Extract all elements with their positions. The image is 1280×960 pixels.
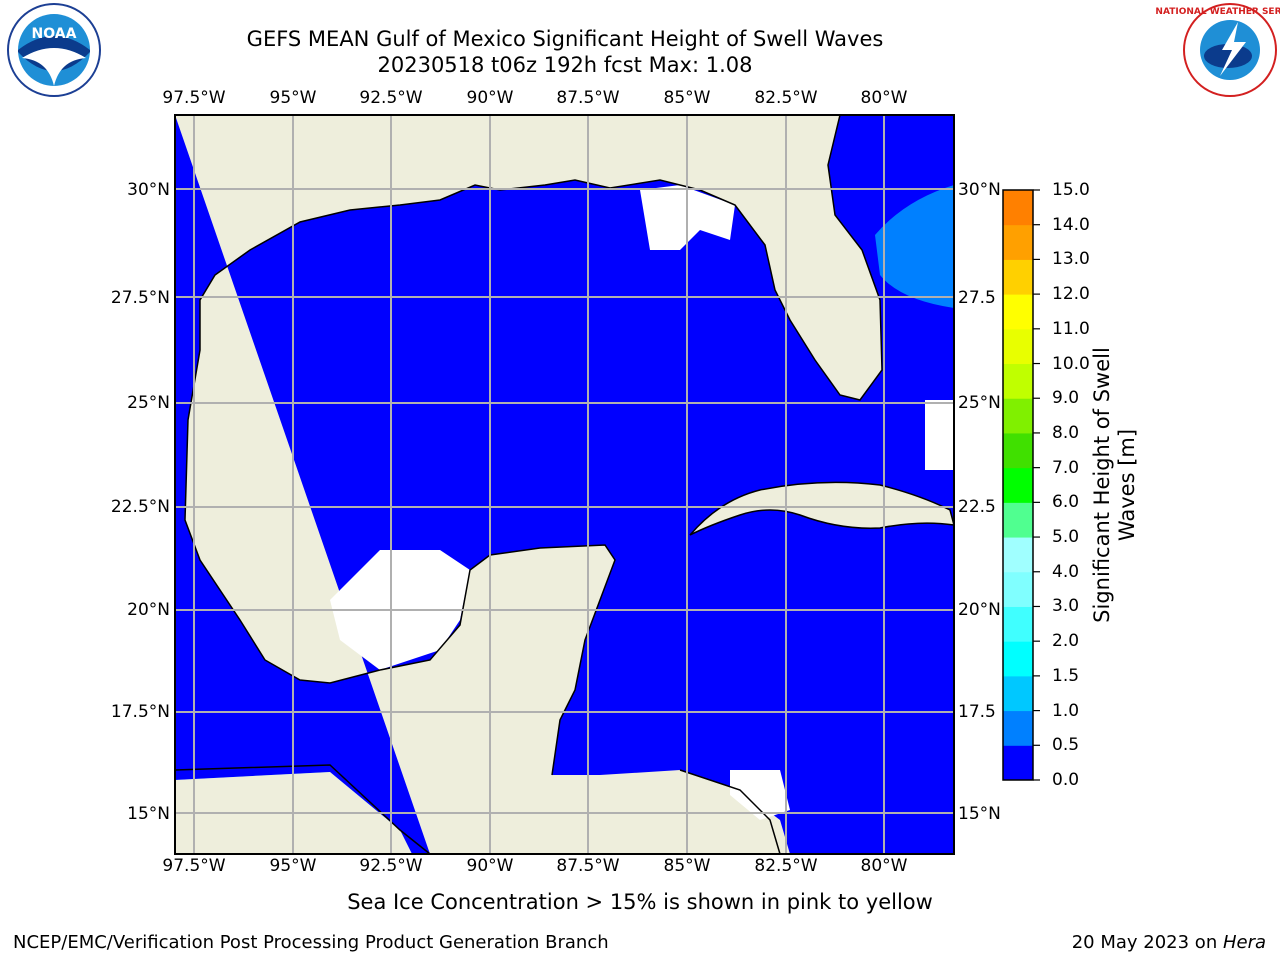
lat-label-left: 30°N xyxy=(127,180,170,200)
colorbar-tick-label: 13.0 xyxy=(1052,249,1090,270)
colorbar-segment xyxy=(1003,641,1033,677)
colorbar-segment xyxy=(1003,467,1033,503)
lon-label-bottom: 92.5°W xyxy=(359,856,423,876)
map-subtitle: 20230518 t06z 192h fcst Max: 1.08 xyxy=(377,53,753,77)
colorbar-tick-label: 0.5 xyxy=(1052,735,1080,756)
colorbar xyxy=(1002,189,1040,781)
colorbar-segment xyxy=(1003,328,1033,365)
colorbar-segment xyxy=(1003,745,1033,781)
lon-label-top: 82.5°W xyxy=(754,88,818,108)
map-frame xyxy=(174,114,955,855)
colorbar-tick-label: 7.0 xyxy=(1052,457,1080,478)
colorbar-segment xyxy=(1003,294,1033,330)
lat-label-left: 22.5°N xyxy=(110,497,170,517)
lon-label-top: 97.5°W xyxy=(162,88,226,108)
lon-label-bottom: 82.5°W xyxy=(754,856,818,876)
lon-label-top: 80°W xyxy=(860,88,908,108)
colorbar-segment xyxy=(1003,432,1033,469)
lat-label-left: 17.5°N xyxy=(110,702,170,722)
colorbar-segment xyxy=(1003,571,1033,607)
svg-text:NOAA: NOAA xyxy=(32,26,77,42)
colorbar-tick-label: 10.0 xyxy=(1052,353,1090,374)
colorbar-tick-label: 1.5 xyxy=(1052,665,1080,686)
colorbar-segment xyxy=(1003,190,1033,226)
sea-ice-note: Sea Ice Concentration > 15% is shown in … xyxy=(347,890,933,914)
land-mass xyxy=(175,115,882,854)
colorbar-tick-label: 11.0 xyxy=(1052,318,1090,339)
colorbar-tick-label: 14.0 xyxy=(1052,214,1090,235)
map-plot-area xyxy=(174,114,956,855)
swell-patch-atlantic xyxy=(875,185,954,308)
colorbar-segment xyxy=(1003,398,1033,434)
colorbar-tick-label: 1.0 xyxy=(1052,700,1080,721)
colorbar-segment xyxy=(1003,675,1033,712)
lon-label-top: 85°W xyxy=(663,88,711,108)
colorbar-segment xyxy=(1003,259,1033,295)
lon-label-top: 87.5°W xyxy=(556,88,620,108)
lon-label-top: 95°W xyxy=(269,88,317,108)
cuba xyxy=(689,481,956,536)
colorbar-tick-label: 9.0 xyxy=(1052,388,1080,409)
colorbar-tick-label: 8.0 xyxy=(1052,422,1080,443)
footer-date: 20 May 2023 on Hera xyxy=(1071,932,1266,953)
lat-label-right: 25°N xyxy=(958,393,1001,413)
nws-logo: NATIONAL WEATHER SERVICE xyxy=(1155,3,1280,97)
lat-label-left: 20°N xyxy=(127,600,170,620)
lat-label-right: 30°N xyxy=(958,180,1001,200)
map-title: GEFS MEAN Gulf of Mexico Significant Hei… xyxy=(246,27,884,51)
lat-label-left: 15°N xyxy=(127,804,170,824)
noaa-logo: NOAA xyxy=(7,3,101,97)
gridlines xyxy=(175,115,954,854)
lon-label-bottom: 87.5°W xyxy=(556,856,620,876)
colorbar-segment xyxy=(1003,606,1033,642)
colorbar-tick-label: 15.0 xyxy=(1052,180,1090,200)
lat-label-left: 27.5°N xyxy=(110,288,170,308)
colorbar-tick-label: 4.0 xyxy=(1052,561,1080,582)
colorbar-tick-label: 0.0 xyxy=(1052,770,1080,790)
footer-credit: NCEP/EMC/Verification Post Processing Pr… xyxy=(13,932,609,953)
lat-label-right: 27.5 xyxy=(958,288,996,308)
colorbar-tick-label: 6.0 xyxy=(1052,492,1080,513)
colorbar-tick-label: 3.0 xyxy=(1052,596,1080,617)
lon-label-top: 90°W xyxy=(466,88,514,108)
colorbar-segment xyxy=(1003,537,1033,573)
lon-label-bottom: 85°W xyxy=(663,856,711,876)
colorbar-segment xyxy=(1003,224,1033,260)
coastline xyxy=(184,114,883,776)
colorbar-tick-label: 5.0 xyxy=(1052,527,1080,548)
colorbar-segment xyxy=(1003,710,1033,746)
lon-label-top: 92.5°W xyxy=(359,88,423,108)
colorbar-segment xyxy=(1003,363,1033,399)
lat-label-right: 15°N xyxy=(958,804,1001,824)
lon-label-bottom: 80°W xyxy=(860,856,908,876)
colorbar-tick-label: 12.0 xyxy=(1052,284,1090,305)
lat-label-right: 20°N xyxy=(958,600,1001,620)
lat-label-right: 17.5 xyxy=(958,702,996,722)
lat-label-left: 25°N xyxy=(127,393,170,413)
colorbar-label: Significant Height of Swell Waves [m] xyxy=(1090,347,1139,623)
colorbar-tick-label: 2.0 xyxy=(1052,631,1080,652)
colorbar-segment xyxy=(1003,502,1033,538)
svg-text:NATIONAL WEATHER SERVICE: NATIONAL WEATHER SERVICE xyxy=(1155,7,1280,17)
lon-label-bottom: 95°W xyxy=(269,856,317,876)
lat-label-right: 22.5 xyxy=(958,497,996,517)
lon-label-bottom: 90°W xyxy=(466,856,514,876)
lon-label-bottom: 97.5°W xyxy=(162,856,226,876)
